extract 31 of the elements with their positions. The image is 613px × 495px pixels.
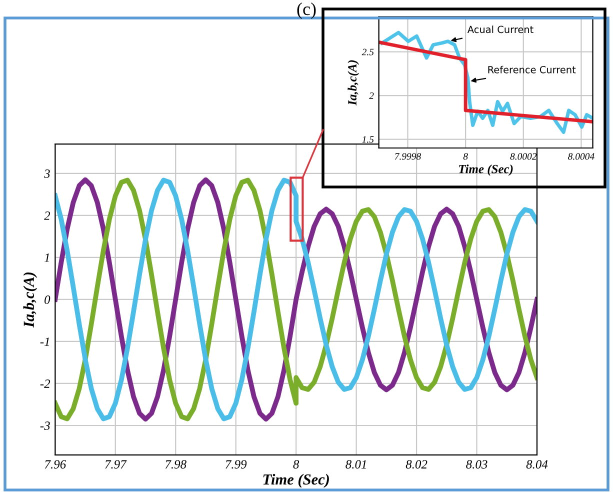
x-tick-label: 8.0002 xyxy=(510,153,537,160)
annotation: Reference Current xyxy=(488,66,576,74)
y-tick-label: 1.5 xyxy=(362,136,374,143)
annotation: Acual Current xyxy=(467,26,534,34)
chart-title: (c) xyxy=(297,2,316,19)
y-tick-label: 2.5 xyxy=(362,48,374,56)
y-tick-label: -1 xyxy=(40,338,49,346)
y-tick-label: -2 xyxy=(40,380,50,388)
y-axis-title: Ia,b,c(A) xyxy=(23,272,38,328)
x-tick-label: 7.97 xyxy=(105,460,127,469)
x-tick-label: 8 xyxy=(463,153,468,160)
x-axis-title: Time (Sec) xyxy=(263,474,329,488)
x-tick-label: 8.01 xyxy=(346,460,366,469)
y-tick-label: 3 xyxy=(44,170,50,178)
y-tick-label: 1 xyxy=(44,254,49,262)
y-tick-label: 0 xyxy=(44,296,50,304)
x-tick-label: 8.04 xyxy=(526,460,548,469)
x-axis-title: Time (Sec) xyxy=(459,164,513,176)
x-tick-label: 8.0004 xyxy=(568,153,594,160)
x-tick-label: 8.03 xyxy=(466,460,488,469)
x-tick-label: 7.9998 xyxy=(394,153,422,160)
x-tick-label: 7.96 xyxy=(44,460,66,469)
line-series xyxy=(378,40,593,124)
x-tick-label: 8 xyxy=(293,460,300,469)
y-tick-label: 2 xyxy=(44,212,50,220)
y-tick-label: 2 xyxy=(369,92,374,99)
x-tick-label: 7.98 xyxy=(165,460,186,469)
y-tick-label: -3 xyxy=(40,422,50,430)
x-tick-label: 8.02 xyxy=(406,460,428,469)
x-tick-label: 7.99 xyxy=(226,460,247,469)
y-axis-title: Ia,b,c(A) xyxy=(348,60,360,106)
